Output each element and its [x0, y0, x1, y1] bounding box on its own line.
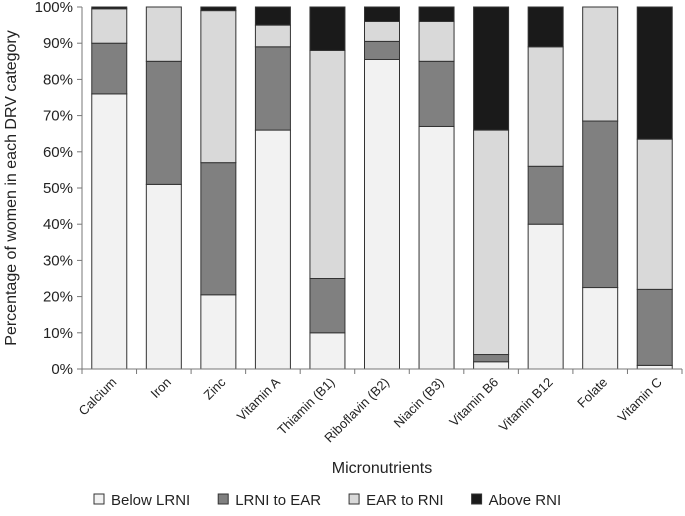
x-tick-label: Folate: [574, 375, 610, 411]
x-tick-label: Niacin (B3): [391, 375, 447, 431]
bar-segment-ear-to-rni-vitamin-a: [254, 24, 291, 48]
bar-segment-lrni-to-ear-niacin-b3-: [418, 60, 455, 127]
bar-segment-above-rni-zinc: [200, 6, 237, 12]
legend-swatch: [217, 493, 229, 505]
bar-segment-below-lrni-thiamin-b1-: [309, 332, 346, 370]
y-tick-label: 80%: [43, 71, 73, 88]
x-tick-label: Zinc: [201, 374, 229, 402]
bar-segment-above-rni-vitamin-a: [254, 6, 291, 26]
bar-segment-lrni-to-ear-calcium: [91, 42, 128, 95]
bar-segment-lrni-to-ear-folate: [582, 120, 619, 289]
bar-segment-lrni-to-ear-vitamin-a: [254, 46, 291, 131]
bar-segment-above-rni-vitamin-b6: [473, 6, 510, 131]
bar-segment-below-lrni-zinc: [200, 294, 237, 370]
x-axis-title: Micronutrients: [332, 460, 432, 477]
bar-segment-lrni-to-ear-iron: [145, 60, 182, 185]
x-tick-label: Vitamin B12: [496, 375, 556, 435]
x-tick-label: Vitamin C: [615, 375, 665, 425]
bar-segment-lrni-to-ear-zinc: [200, 162, 237, 296]
bar-segment-lrni-to-ear-thiamin-b1-: [309, 278, 346, 334]
legend-label: EAR to RNI: [366, 492, 444, 509]
bar-segment-lrni-to-ear-vitamin-c: [636, 288, 673, 366]
bar-segment-below-lrni-iron: [145, 183, 182, 370]
legend-label: Above RNI: [489, 492, 562, 509]
x-tick-label: Iron: [147, 375, 173, 401]
y-tick-label: 90%: [43, 35, 73, 52]
bar-segment-ear-to-rni-niacin-b3-: [418, 20, 455, 62]
bar-segment-below-lrni-folate: [582, 287, 619, 370]
bar-segment-below-lrni-niacin-b3-: [418, 125, 455, 370]
legend-swatch: [471, 493, 483, 505]
y-tick-label: 100%: [35, 0, 73, 16]
bar-segment-ear-to-rni-thiamin-b1-: [309, 49, 346, 279]
bar-segment-below-lrni-vitamin-c: [636, 364, 673, 370]
axes-layer: [77, 6, 683, 374]
bars-layer: [91, 6, 673, 370]
bar-segment-above-rni-niacin-b3-: [418, 6, 455, 22]
labels-layer: 0% 10% 20% 30% 40% 50% 60% 70% 80% 90% 100% Calcium…: [35, 0, 665, 445]
y-tick-label: 40%: [43, 216, 73, 233]
bar-segment-below-lrni-vitamin-b12: [527, 223, 564, 370]
bar-segment-ear-to-rni-vitamin-c: [636, 138, 673, 290]
y-tick-label: 0%: [51, 361, 73, 378]
legend-label: LRNI to EAR: [235, 492, 321, 509]
bar-segment-below-lrni-vitamin-b6: [473, 361, 510, 370]
bar-segment-lrni-to-ear-vitamin-b12: [527, 165, 564, 225]
x-tick-label: Vitamin A: [234, 374, 284, 424]
bar-segment-lrni-to-ear-vitamin-b6: [473, 354, 510, 363]
bar-segment-ear-to-rni-vitamin-b6: [473, 129, 510, 356]
bar-segment-below-lrni-calcium: [91, 93, 128, 370]
y-tick-label: 50%: [43, 180, 73, 197]
bar-segment-lrni-to-ear-riboflavin-b2-: [364, 40, 400, 60]
legend-swatch: [93, 493, 105, 505]
legend-label: Below LRNI: [111, 492, 190, 509]
legend-swatch: [348, 493, 360, 505]
bar-segment-ear-to-rni-vitamin-b12: [527, 46, 564, 167]
bar-segment-above-rni-riboflavin-b2-: [364, 6, 400, 22]
bar-segment-ear-to-rni-zinc: [200, 10, 237, 164]
bar-segment-below-lrni-vitamin-a: [254, 129, 291, 370]
bar-segment-ear-to-rni-folate: [582, 6, 619, 122]
y-tick-label: 30%: [43, 252, 73, 269]
y-tick-label: 60%: [43, 144, 73, 161]
x-tick-label: Vitamin B6: [446, 375, 501, 430]
bar-segment-ear-to-rni-iron: [145, 6, 182, 62]
y-tick-label: 70%: [43, 108, 73, 125]
legend: Below LRNI LRNI to EAR EAR to RNI Above RNI: [93, 492, 562, 509]
bar-segment-above-rni-vitamin-b12: [527, 6, 564, 48]
bar-segment-ear-to-rni-calcium: [91, 8, 128, 44]
bar-segment-below-lrni-riboflavin-b2-: [364, 58, 400, 370]
x-tick-label: Calcium: [76, 375, 120, 419]
y-tick-label: 10%: [43, 325, 73, 342]
bar-segment-above-rni-calcium: [91, 6, 128, 10]
y-tick-label: 20%: [43, 289, 73, 306]
bar-segment-ear-to-rni-riboflavin-b2-: [364, 20, 400, 42]
y-axis-title: Percentage of women in each DRV category: [3, 30, 20, 345]
bar-segment-above-rni-vitamin-c: [636, 6, 673, 140]
bar-segment-above-rni-thiamin-b1-: [309, 6, 346, 51]
